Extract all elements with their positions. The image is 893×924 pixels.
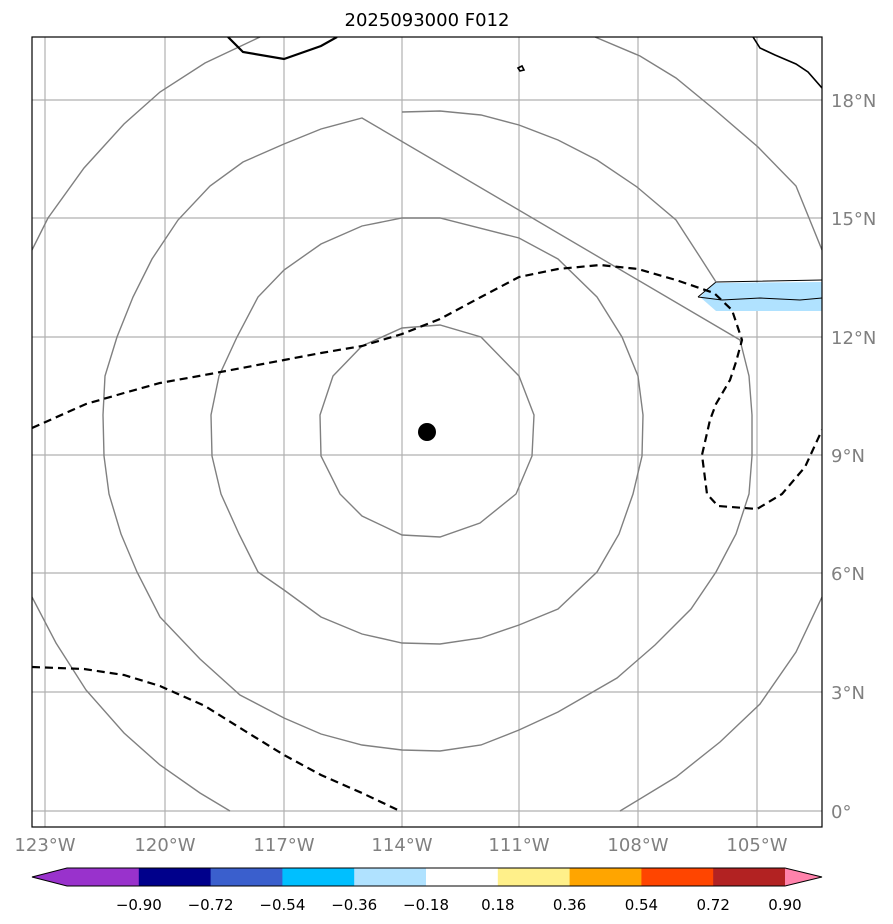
colorbar-segment [713, 868, 786, 886]
colorbar-tick-label: 0.36 [553, 896, 586, 914]
colorbar-extend-high [785, 868, 822, 886]
shaded-region [700, 282, 822, 311]
dashed-contours [32, 263, 822, 812]
lon-label: 114°W [371, 835, 432, 856]
dashed-contour-south [32, 665, 401, 812]
coastline-top-right [752, 37, 822, 89]
colorbar-segment [497, 868, 571, 886]
colorbar-segment [641, 868, 714, 886]
plot-area [32, 37, 822, 827]
lat-label: 0° [831, 802, 851, 823]
storm-center-marker [418, 423, 436, 441]
lon-label: 120°W [134, 835, 195, 856]
contour-lines [32, 37, 822, 812]
colorbar-segment [210, 868, 283, 886]
colorbar-tick-labels: −0.90 −0.72 −0.54 −0.36 −0.18 0.18 0.36 0.54 0.7… [116, 896, 802, 914]
contour-ring-3 [102, 110, 753, 752]
colorbar-tick-label: −0.36 [331, 896, 377, 914]
lon-label: 111°W [488, 835, 549, 856]
colorbar-outline [31, 867, 823, 887]
coastlines [227, 37, 822, 89]
lat-label: 12°N [831, 328, 876, 349]
colorbar-segment [67, 868, 140, 886]
colorbar-tick-label: 0.72 [696, 896, 729, 914]
latitude-labels: 0° 3°N 6°N 9°N 12°N 15°N 18°N [831, 91, 876, 823]
grid-lines [32, 37, 822, 827]
colorbar-segment [354, 868, 427, 886]
colorbar-tick-label: −0.18 [403, 896, 449, 914]
lat-label: 6°N [831, 564, 865, 585]
contour-ring-4 [32, 37, 822, 812]
lat-label: 18°N [831, 91, 876, 112]
colorbar-segment [138, 868, 212, 886]
lon-label: 117°W [253, 835, 314, 856]
colorbar-extend-low [32, 868, 67, 886]
colorbar-segments [32, 868, 822, 886]
lon-label: 108°W [607, 835, 668, 856]
colorbar-segment [426, 868, 499, 886]
colorbar-segment [569, 868, 642, 886]
colorbar-tick-label: 0.54 [625, 896, 658, 914]
colorbar-tick-label: −0.72 [188, 896, 234, 914]
colorbar: −0.90 −0.72 −0.54 −0.36 −0.18 0.18 0.36 0.54 0.7… [31, 867, 823, 914]
lon-label: 105°W [726, 835, 787, 856]
colorbar-segment [282, 868, 355, 886]
lat-label: 9°N [831, 446, 865, 467]
lon-label: 123°W [14, 835, 75, 856]
figure-title: 2025093000 F012 [345, 10, 510, 31]
lat-label: 3°N [831, 683, 865, 704]
colorbar-tick-label: −0.54 [259, 896, 305, 914]
contour-ring-2 [210, 217, 644, 645]
dashed-contour-north [32, 263, 822, 511]
colorbar-tick-label: 0.18 [481, 896, 514, 914]
plot-frame [31, 36, 823, 828]
colorbar-tick-label: −0.90 [116, 896, 162, 914]
longitude-labels: 123°W 120°W 117°W 114°W 111°W 108°W 105°W [14, 835, 787, 856]
contour-ring-1 [319, 324, 535, 538]
colorbar-tick-label: 0.90 [768, 896, 801, 914]
lat-label: 15°N [831, 209, 876, 230]
coastline-small-island [516, 64, 526, 72]
coastline-top-left [227, 37, 338, 61]
